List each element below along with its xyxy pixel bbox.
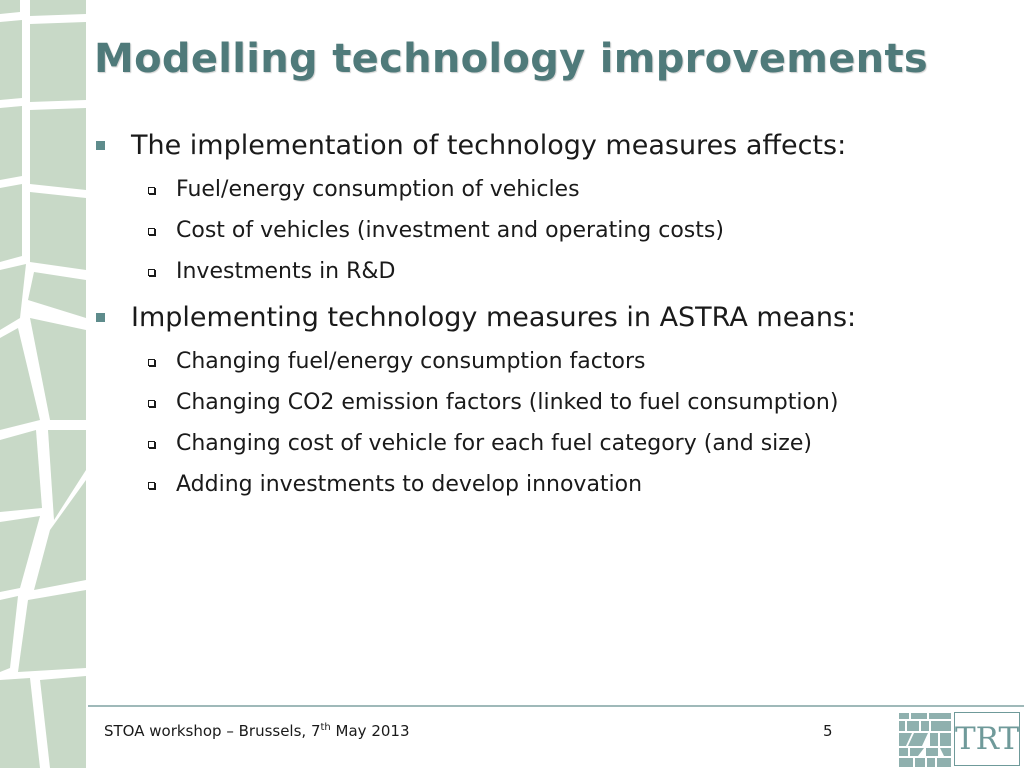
page-number: 5 — [823, 722, 833, 740]
footer-event-text: STOA workshop – Brussels, 7th May 2013 — [104, 722, 410, 740]
sub-bullet-text: Changing cost of vehicle for each fuel c… — [176, 431, 812, 456]
hollow-square-bullet-icon — [148, 228, 155, 235]
footer-divider — [88, 705, 1024, 707]
bullet-text: The implementation of technology measure… — [131, 130, 847, 161]
hollow-square-bullet-icon — [148, 400, 155, 407]
slide-title: Modelling technology improvements — [94, 36, 928, 82]
sub-bullet-text: Adding investments to develop innovation — [176, 472, 643, 497]
sidebar-pattern-graphic — [0, 0, 86, 768]
hollow-square-bullet-icon — [148, 269, 155, 276]
sub-bullet-text: Changing CO2 emission factors (linked to… — [176, 390, 839, 415]
footer-event-prefix: STOA workshop – Brussels, 7 — [104, 722, 321, 740]
trt-logo: TRT — [898, 712, 1022, 768]
square-bullet-icon — [96, 313, 105, 322]
sub-bullet-text: Fuel/energy consumption of vehicles — [176, 177, 580, 202]
hollow-square-bullet-icon — [148, 482, 155, 489]
hollow-square-bullet-icon — [148, 441, 155, 448]
square-bullet-icon — [96, 141, 105, 150]
sub-bullet-text: Investments in R&D — [176, 259, 396, 284]
logo-grid-graphic — [898, 712, 952, 768]
hollow-square-bullet-icon — [148, 187, 155, 194]
sub-bullet-text: Changing fuel/energy consumption factors — [176, 349, 646, 374]
bullet-text: Implementing technology measures in ASTR… — [131, 302, 857, 333]
decorative-sidebar — [0, 0, 86, 768]
logo-text: TRT — [954, 712, 1020, 766]
footer-event-suffix: May 2013 — [330, 722, 410, 740]
footer-event-superscript: th — [320, 722, 331, 733]
hollow-square-bullet-icon — [148, 359, 155, 366]
sub-bullet-text: Cost of vehicles (investment and operati… — [176, 218, 724, 243]
